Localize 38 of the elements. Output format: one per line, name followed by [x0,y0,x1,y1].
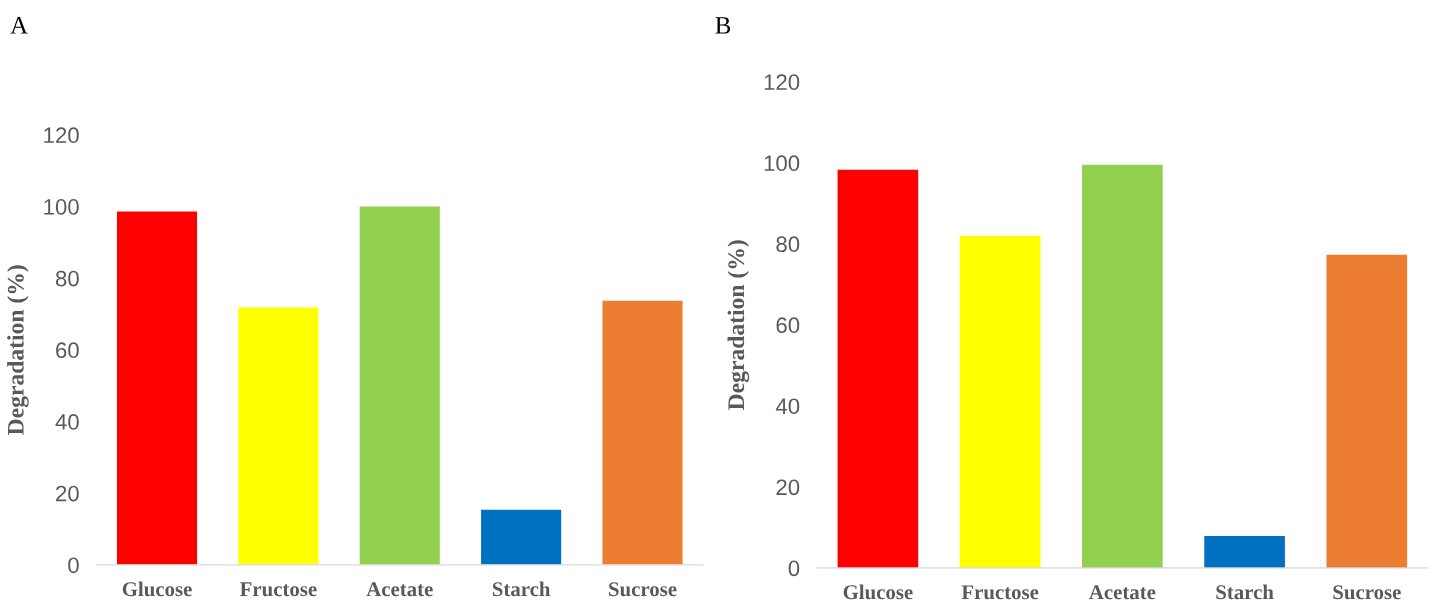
x-tick-label: Sucrose [1333,585,1401,600]
bar [481,509,562,565]
bar [1204,535,1285,568]
bar [359,206,440,565]
y-tick-label: 20 [776,479,800,496]
y-axis-title: Degradation (%) [727,240,750,410]
y-tick-label: 60 [56,342,79,359]
chart-title: B [715,17,731,34]
bar [116,211,198,565]
bar [238,307,319,565]
x-tick-label: Starch [1216,584,1274,600]
x-tick-label: Sucrose [609,582,677,597]
x-tick-label: Glucose [122,581,192,597]
y-tick-label: 60 [776,317,800,334]
bar [602,300,683,565]
bar [1082,164,1163,568]
y-tick-label: 120 [44,127,79,144]
x-tick-label: Starch [492,581,551,597]
y-tick-label: 40 [55,414,79,430]
y-tick-label: 100 [764,155,800,172]
y-tick-label: 80 [55,270,79,287]
y-axis-title: Degradation (%) [7,265,29,435]
bar [1326,254,1408,568]
x-tick-label: Glucose [843,584,913,600]
y-tick-label: 80 [776,236,800,253]
chart-title: A [10,17,28,34]
x-tick-label: Fructose [239,582,317,597]
y-tick-label: 120 [764,74,800,91]
x-tick-label: Acetate [366,582,433,597]
x-tick-label: Acetate [1089,585,1156,600]
y-tick-label: 20 [56,485,79,502]
y-tick-label: 40 [775,398,800,415]
y-tick-label: 100 [44,199,79,215]
bar [837,169,919,568]
y-tick-label: 0 [788,560,800,577]
bar [959,235,1041,568]
y-tick-label: 0 [68,557,79,574]
x-tick-label: Fructose [961,585,1039,600]
